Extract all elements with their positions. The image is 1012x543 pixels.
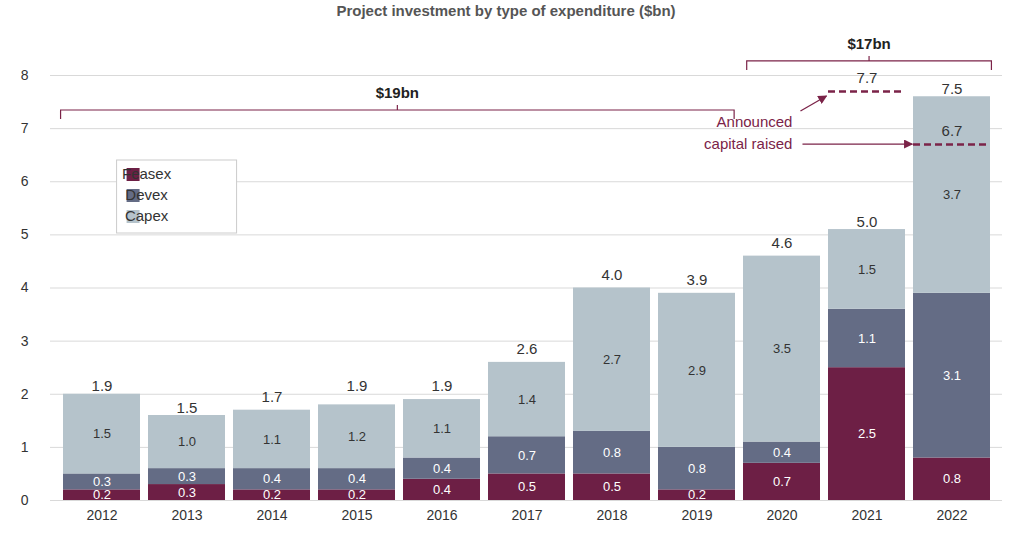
svg-text:1.9: 1.9 [347, 377, 368, 394]
svg-text:2012: 2012 [86, 507, 117, 523]
svg-text:1.4: 1.4 [518, 392, 536, 407]
svg-text:$17bn: $17bn [847, 35, 890, 52]
svg-text:2018: 2018 [596, 507, 627, 523]
svg-text:1.2: 1.2 [348, 429, 366, 444]
svg-text:0.2: 0.2 [688, 487, 706, 502]
svg-text:4: 4 [21, 279, 29, 295]
svg-text:3.7: 3.7 [943, 187, 961, 202]
svg-text:3.5: 3.5 [773, 341, 791, 356]
svg-text:0.2: 0.2 [93, 487, 111, 502]
svg-text:0.3: 0.3 [178, 485, 196, 500]
svg-text:2013: 2013 [171, 507, 202, 523]
svg-text:0.4: 0.4 [433, 482, 451, 497]
svg-text:0.7: 0.7 [773, 474, 791, 489]
svg-text:0.4: 0.4 [433, 461, 451, 476]
svg-text:2: 2 [21, 386, 29, 402]
svg-text:0.5: 0.5 [603, 479, 621, 494]
svg-text:0.4: 0.4 [348, 471, 366, 486]
svg-text:0.8: 0.8 [603, 445, 621, 460]
svg-text:0.3: 0.3 [178, 469, 196, 484]
svg-text:3: 3 [21, 333, 29, 349]
svg-text:Devex: Devex [125, 186, 168, 203]
svg-text:2.6: 2.6 [517, 340, 538, 357]
svg-text:1.0: 1.0 [178, 434, 196, 449]
svg-text:1: 1 [21, 439, 29, 455]
svg-text:3.1: 3.1 [943, 368, 961, 383]
svg-text:1.5: 1.5 [858, 262, 876, 277]
svg-text:1.7: 1.7 [262, 388, 283, 405]
svg-text:7: 7 [21, 120, 29, 136]
svg-text:6.7: 6.7 [942, 122, 963, 139]
svg-text:3.9: 3.9 [687, 271, 708, 288]
svg-text:2.7: 2.7 [603, 352, 621, 367]
svg-text:1.1: 1.1 [433, 421, 451, 436]
svg-text:2020: 2020 [766, 507, 797, 523]
svg-text:1.1: 1.1 [858, 331, 876, 346]
svg-text:2014: 2014 [256, 507, 287, 523]
svg-text:0.2: 0.2 [263, 487, 281, 502]
svg-text:2021: 2021 [851, 507, 882, 523]
svg-text:0.8: 0.8 [943, 471, 961, 486]
svg-text:1.5: 1.5 [177, 399, 198, 416]
svg-text:7.7: 7.7 [857, 69, 878, 86]
svg-text:2015: 2015 [341, 507, 372, 523]
svg-text:4.6: 4.6 [772, 234, 793, 251]
svg-text:0.3: 0.3 [93, 474, 111, 489]
svg-text:0.4: 0.4 [263, 471, 281, 486]
svg-text:5: 5 [21, 226, 29, 242]
svg-text:7.5: 7.5 [942, 80, 963, 97]
svg-text:0: 0 [21, 492, 29, 508]
svg-text:2022: 2022 [936, 507, 967, 523]
svg-text:4.0: 4.0 [602, 266, 623, 283]
svg-text:5.0: 5.0 [857, 213, 878, 230]
svg-text:0.2: 0.2 [348, 487, 366, 502]
svg-text:8: 8 [21, 67, 29, 83]
svg-text:0.8: 0.8 [688, 461, 706, 476]
svg-text:1.5: 1.5 [93, 426, 111, 441]
svg-text:Announcedcapital raised: Announcedcapital raised [704, 113, 792, 152]
svg-text:2.9: 2.9 [688, 363, 706, 378]
svg-text:6: 6 [21, 173, 29, 189]
svg-text:$19bn: $19bn [376, 84, 419, 101]
svg-text:2019: 2019 [681, 507, 712, 523]
svg-text:2016: 2016 [426, 507, 457, 523]
svg-text:0.4: 0.4 [773, 445, 791, 460]
svg-text:0.7: 0.7 [518, 448, 536, 463]
html-text:Project investment by type of: Project investment by type of expenditur… [336, 2, 676, 19]
svg-text:1.9: 1.9 [92, 377, 113, 394]
svg-text:1.1: 1.1 [263, 432, 281, 447]
svg-text:2017: 2017 [511, 507, 542, 523]
svg-text:0.5: 0.5 [518, 479, 536, 494]
svg-text:Feasex: Feasex [122, 165, 172, 182]
svg-text:1.9: 1.9 [432, 377, 453, 394]
svg-text:Capex: Capex [125, 207, 169, 224]
svg-text:2.5: 2.5 [858, 426, 876, 441]
